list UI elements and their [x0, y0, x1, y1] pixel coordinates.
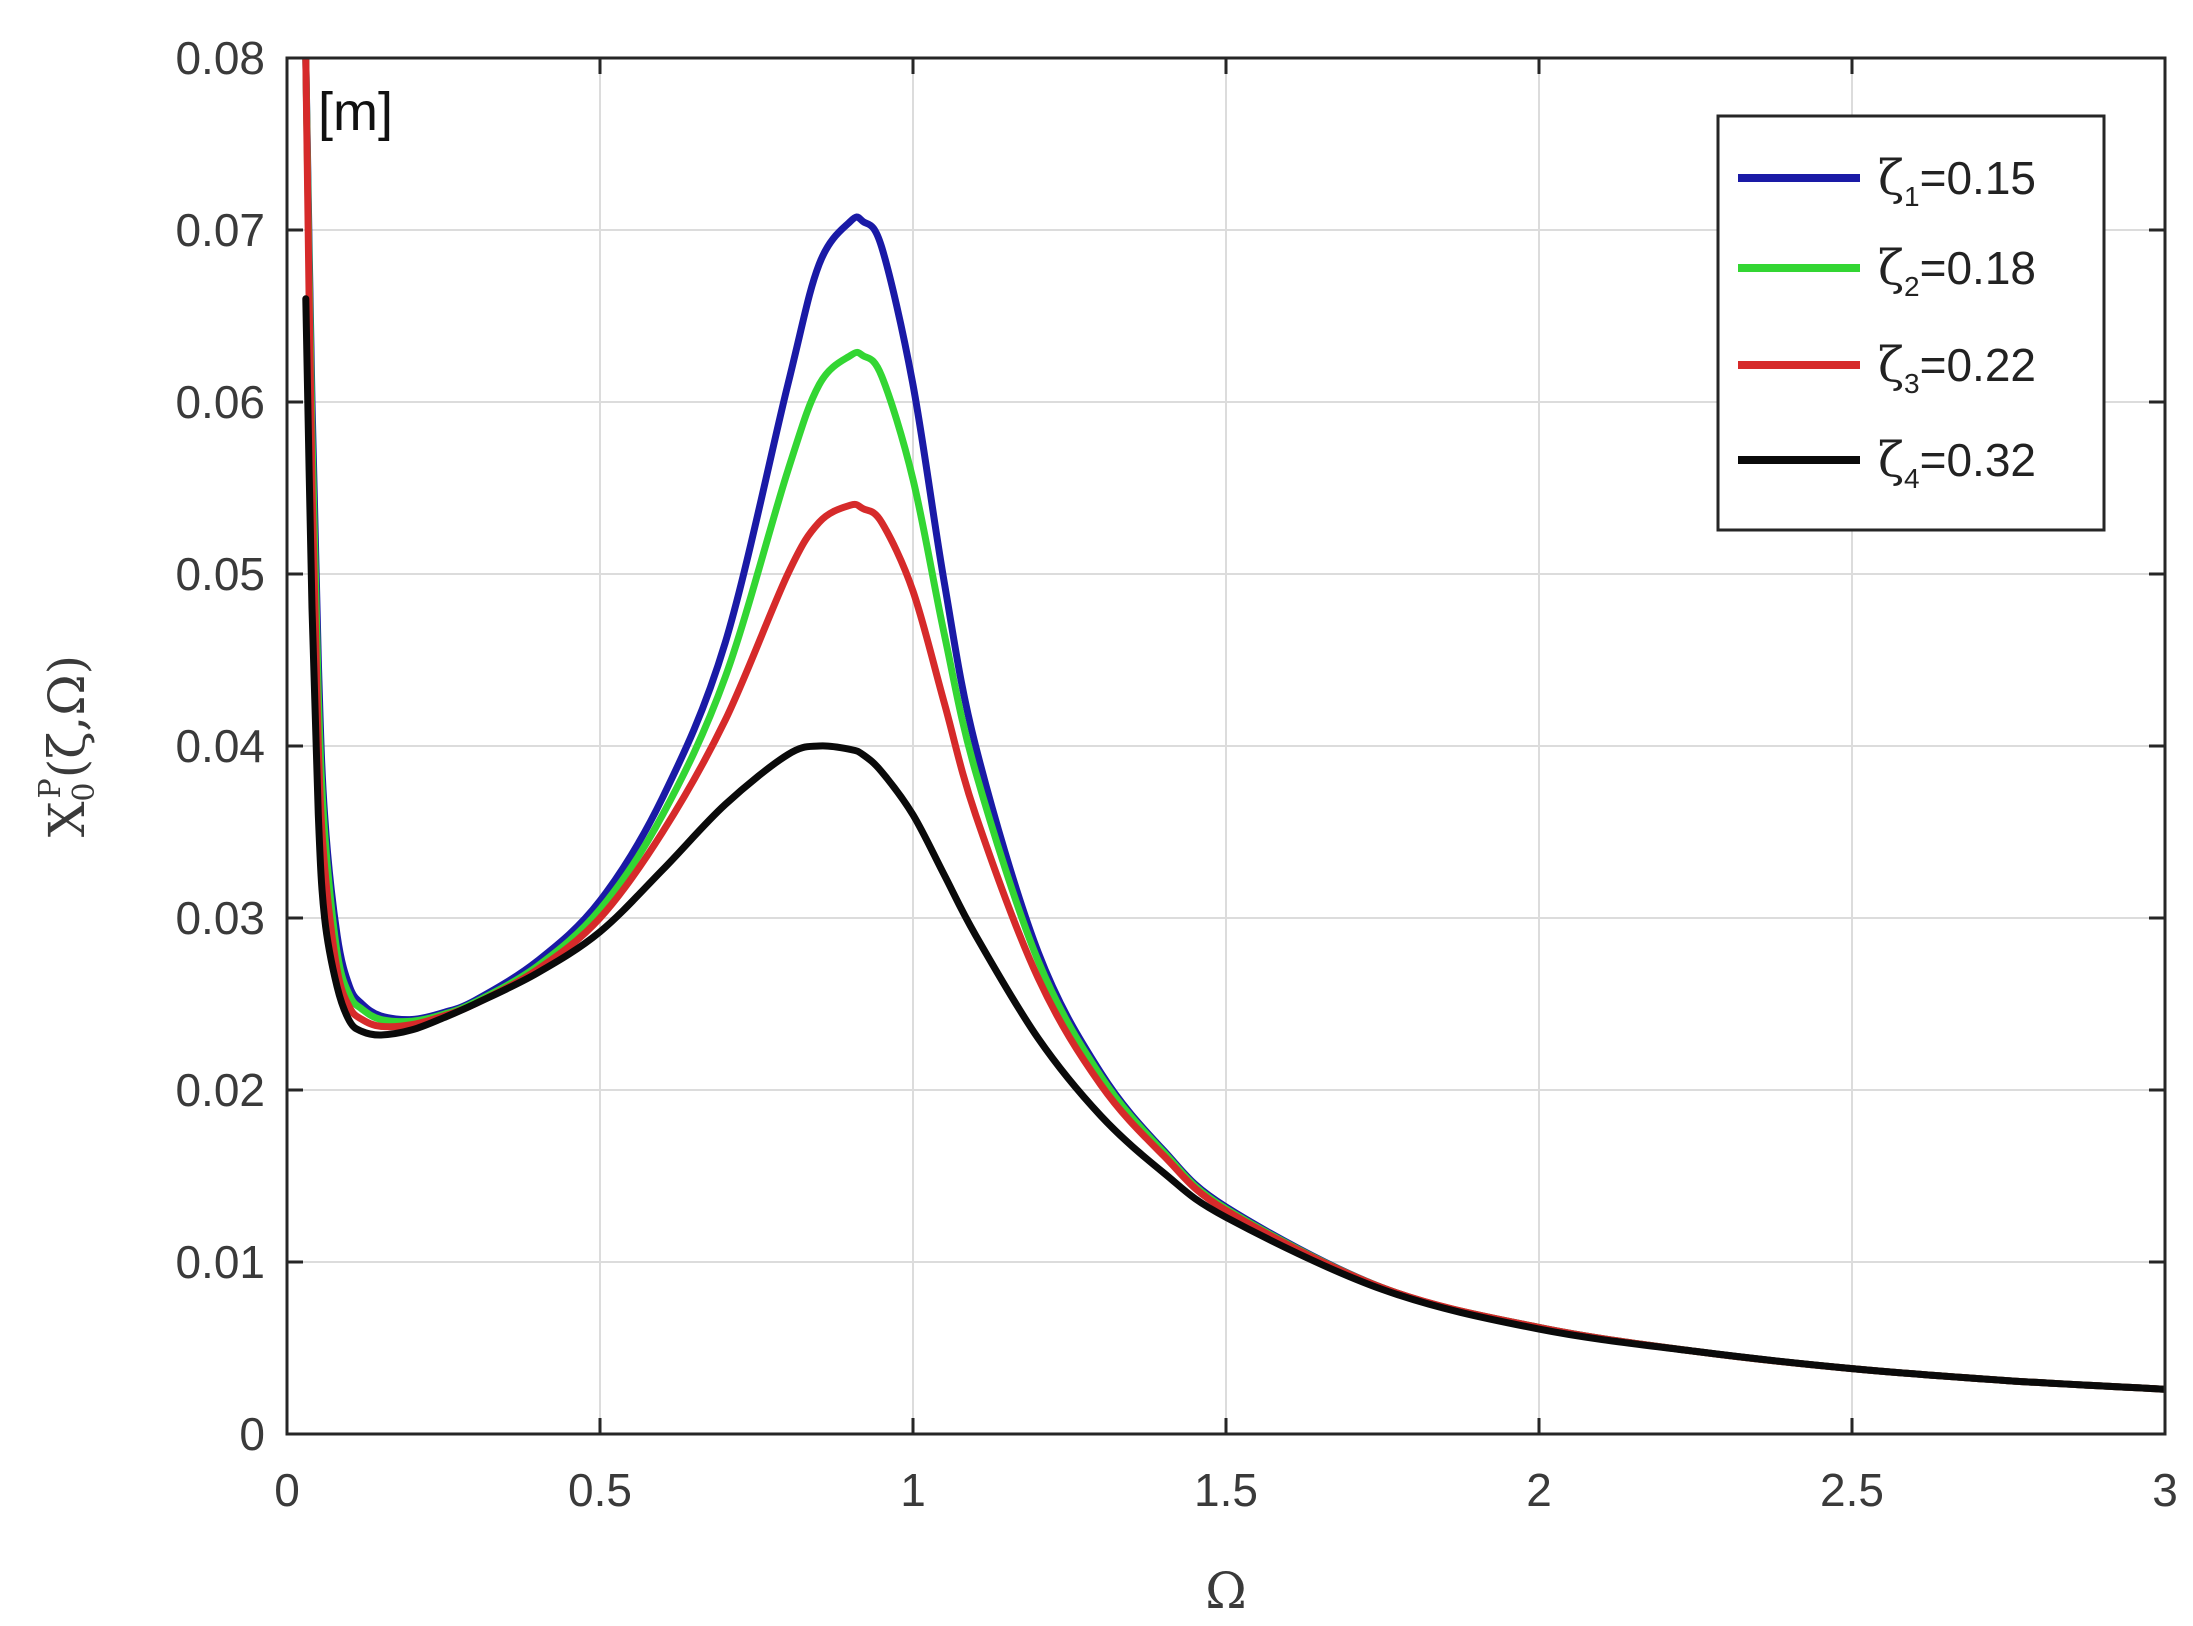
legend-symbol: ζ [1878, 432, 1904, 488]
x-axis-title: Ω [1205, 1562, 1246, 1620]
series-layer [302, 58, 2165, 1393]
y-axis-title-sub: 0 [67, 782, 102, 801]
legend-symbol: ζ [1878, 337, 1904, 393]
y-axis-title-sup: P [33, 778, 68, 798]
legend-subscript: 4 [1904, 463, 1920, 494]
x-tick-label: 1.5 [1194, 1464, 1258, 1516]
unit-annotation: [m] [318, 82, 393, 142]
x-tick-label: 0 [274, 1464, 300, 1516]
x-tick-label: 2.5 [1820, 1464, 1884, 1516]
y-tick-label: 0.08 [175, 32, 265, 84]
legend-value: =0.18 [1920, 242, 2036, 294]
series-line-4 [302, 295, 2165, 1393]
x-tick-label: 2 [1526, 1464, 1552, 1516]
y-tick-label: 0.03 [175, 892, 265, 944]
y-axis-title-args: (ζ,Ω) [38, 655, 96, 778]
y-tick-label: 0 [239, 1408, 265, 1460]
legend-value: =0.32 [1920, 434, 2036, 486]
legend-label-3: ζ3=0.22 [1878, 337, 2036, 399]
y-tick-label: 0.02 [175, 1064, 265, 1116]
legend-subscript: 2 [1904, 271, 1920, 302]
legend-value: =0.22 [1920, 339, 2036, 391]
legend-symbol: ζ [1878, 150, 1904, 206]
legend-label-4: ζ4=0.32 [1878, 432, 2036, 494]
y-tick-label: 0.07 [175, 204, 265, 256]
y-axis-title: X0P(ζ,Ω) [33, 655, 102, 837]
x-tick-label: 1 [900, 1464, 926, 1516]
x-tick-label: 3 [2152, 1464, 2178, 1516]
legend-value: =0.15 [1920, 152, 2036, 204]
tick-labels: 0 0.5 1 1.5 2 2.5 3 0 0.01 0.02 0.03 0.04 0.05 0.06 0.… [175, 32, 2177, 1516]
y-tick-label: 0.01 [175, 1236, 265, 1288]
legend-subscript: 1 [1904, 181, 1920, 212]
y-tick-label: 0.04 [175, 720, 265, 772]
svg-text:X0P(ζ,Ω): X0P(ζ,Ω) [33, 655, 102, 837]
legend-label-2: ζ2=0.18 [1878, 240, 2036, 302]
y-tick-label: 0.05 [175, 548, 265, 600]
legend-subscript: 3 [1904, 368, 1920, 399]
legend-symbol: ζ [1878, 240, 1904, 296]
y-tick-label: 0.06 [175, 376, 265, 428]
x-tick-label: 0.5 [568, 1464, 632, 1516]
y-axis-title-base: X [38, 801, 96, 837]
ticks [285, 56, 2167, 1436]
legend-label-1: ζ1=0.15 [1878, 150, 2036, 212]
